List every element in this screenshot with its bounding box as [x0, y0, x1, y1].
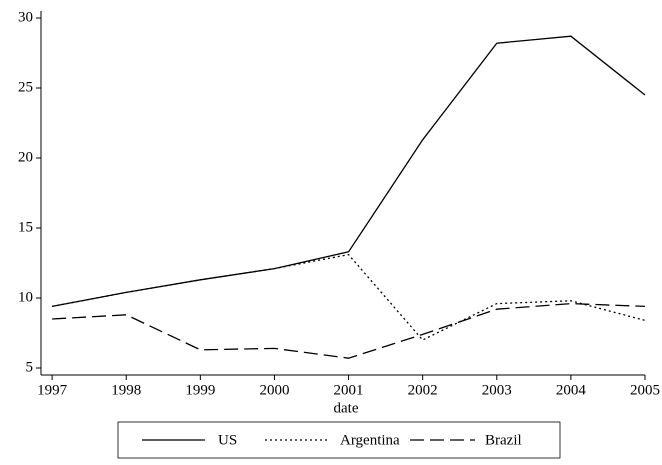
legend-label: US — [218, 432, 237, 448]
x-tick-label: 2001 — [334, 382, 364, 398]
legend-label: Argentina — [340, 432, 400, 448]
x-tick-label: 1998 — [111, 382, 141, 398]
x-tick-label: 2004 — [556, 382, 587, 398]
y-tick-label: 20 — [18, 149, 33, 165]
y-tick-label: 15 — [18, 219, 33, 235]
y-tick-label: 30 — [18, 9, 33, 25]
x-tick-label: 1997 — [37, 382, 68, 398]
series-line — [52, 302, 646, 359]
legend-label: Brazil — [485, 432, 522, 448]
x-axis-label: date — [334, 400, 359, 416]
y-tick-label: 5 — [26, 359, 34, 375]
x-tick-label: 2002 — [408, 382, 438, 398]
y-tick-label: 25 — [18, 79, 33, 95]
x-tick-label: 2005 — [630, 382, 660, 398]
series-line — [51, 253, 646, 341]
series-line — [51, 35, 646, 308]
x-tick-label: 2003 — [482, 382, 512, 398]
x-tick-label: 2000 — [259, 382, 289, 398]
y-tick-label: 10 — [18, 289, 33, 305]
legend-box — [117, 421, 561, 459]
x-tick-label: 1999 — [185, 382, 215, 398]
